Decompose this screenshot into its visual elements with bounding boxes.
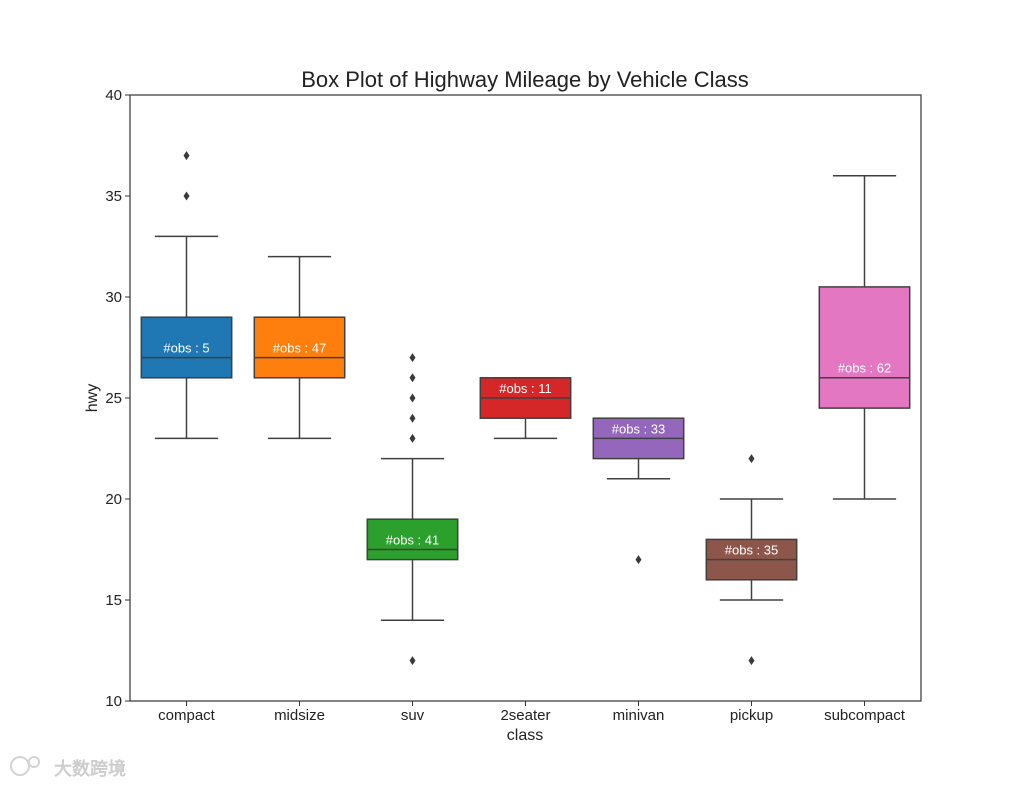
outlier-point (183, 191, 190, 201)
outlier-point (748, 454, 755, 464)
iqr-box (366, 518, 459, 561)
x-tick-label: suv (401, 707, 425, 724)
outlier-point (409, 353, 416, 363)
box-midsize: #obs : 47 (253, 255, 346, 440)
y-tick-label: 25 (105, 390, 122, 407)
obs-label: #obs : 11 (499, 381, 552, 396)
boxes-group: #obs : 5 #obs : 47 #obs : 41 #obs : 11 #obs … (140, 151, 911, 666)
obs-label: #obs : 47 (273, 341, 327, 356)
box-minivan: #obs : 33 (592, 417, 685, 565)
outlier-point (635, 555, 642, 565)
iqr-box (140, 316, 233, 379)
box-pickup: #obs : 35 (705, 454, 798, 666)
iqr-box (253, 316, 346, 379)
x-tick-label: subcompact (824, 707, 906, 724)
watermark-text: 大数跨境 (54, 758, 126, 779)
watermark: 大数跨境 (10, 756, 126, 779)
outlier-point (409, 373, 416, 383)
outlier-point (183, 151, 190, 161)
x-tick-label: 2seater (500, 707, 550, 724)
box-suv: #obs : 41 (366, 353, 459, 666)
x-axis-label: class (507, 727, 543, 744)
outlier-point (409, 393, 416, 403)
x-axis: compact midsize suv 2seater minivan pickup sub… (158, 701, 906, 724)
y-tick-label: 15 (105, 592, 122, 609)
box-subcompact: #obs : 62 (818, 175, 911, 500)
x-tick-label: compact (158, 707, 216, 724)
outlier-point (409, 433, 416, 443)
obs-label: #obs : 5 (163, 341, 209, 356)
obs-label: #obs : 33 (612, 421, 666, 436)
obs-label: #obs : 62 (838, 361, 892, 376)
outlier-point (748, 656, 755, 666)
box-2seater: #obs : 11 (479, 377, 572, 440)
y-tick-label: 40 (105, 87, 122, 104)
outlier-point (409, 413, 416, 423)
chart-title: Box Plot of Highway Mileage by Vehicle C… (301, 67, 749, 92)
x-tick-label: midsize (274, 707, 325, 724)
y-axis: 10 15 20 25 30 35 40 (105, 87, 130, 710)
iqr-box (818, 286, 911, 409)
y-tick-label: 35 (105, 188, 122, 205)
box-compact: #obs : 5 (140, 151, 233, 440)
obs-label: #obs : 35 (725, 543, 779, 558)
outlier-point (409, 656, 416, 666)
y-tick-label: 10 (105, 693, 122, 710)
y-tick-label: 20 (105, 491, 122, 508)
y-tick-label: 30 (105, 289, 122, 306)
x-tick-label: pickup (730, 707, 773, 724)
y-axis-label: hwy (84, 384, 101, 412)
watermark-logo-icon (10, 756, 40, 776)
obs-label: #obs : 41 (386, 532, 440, 547)
x-tick-label: minivan (613, 707, 665, 724)
